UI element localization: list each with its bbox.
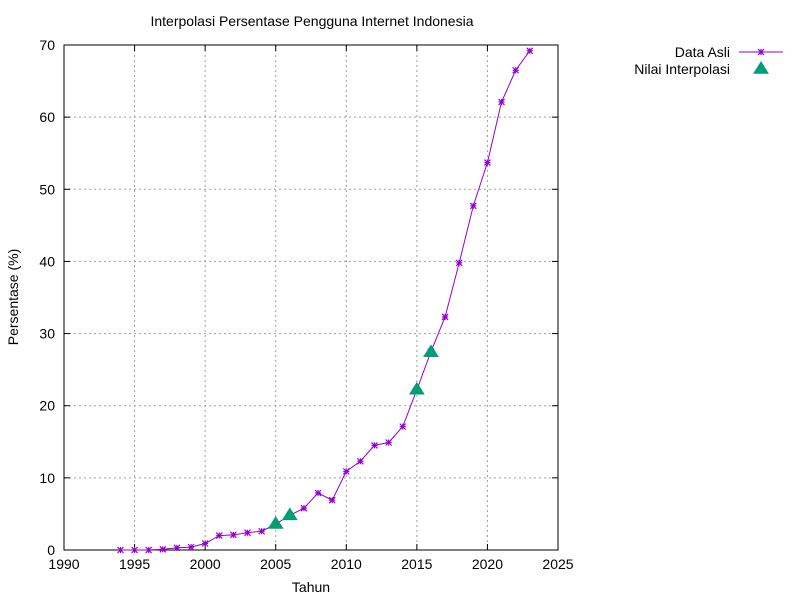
series-layer <box>117 47 534 554</box>
y-tick-label: 50 <box>39 181 55 197</box>
x-tick-label: 2020 <box>472 556 503 572</box>
data-point <box>300 504 308 512</box>
y-tick-label: 60 <box>39 109 55 125</box>
data-point <box>314 489 322 497</box>
legend-label: Nilai Interpolasi <box>634 61 730 77</box>
y-tick-label: 40 <box>39 253 55 269</box>
data-point <box>356 457 364 465</box>
data-point <box>244 529 251 537</box>
legend-marker <box>753 61 769 74</box>
x-tick-label: 1995 <box>119 556 150 572</box>
interpolated-point <box>423 344 439 358</box>
x-axis-title: Tahun <box>292 579 330 595</box>
data-point <box>328 496 336 504</box>
data-point <box>498 98 505 106</box>
interpolated-point <box>281 507 298 521</box>
interpolated-point <box>408 381 425 395</box>
x-tick-label: 2010 <box>331 556 362 572</box>
data-point <box>215 532 223 539</box>
data-point <box>173 544 181 552</box>
data-point <box>145 546 153 554</box>
interpolated-point <box>267 516 284 529</box>
y-tick-label: 0 <box>47 542 55 558</box>
data-point <box>399 423 407 431</box>
x-tick-label: 2005 <box>260 556 291 572</box>
legend-label: Data Asli <box>675 44 730 60</box>
y-tick-label: 70 <box>39 37 55 53</box>
chart-title: Interpolasi Persentase Pengguna Internet… <box>150 13 473 29</box>
data-point <box>131 546 138 554</box>
plot-frame <box>63 44 559 551</box>
y-tick-label: 30 <box>39 326 55 342</box>
data-point <box>512 66 520 74</box>
data-point <box>469 202 477 210</box>
y-tick-label: 10 <box>39 470 55 486</box>
data-point <box>371 441 378 449</box>
data-point <box>526 47 534 55</box>
data-point <box>229 531 237 539</box>
series-line <box>120 50 531 551</box>
data-point <box>117 546 124 554</box>
grid-layer <box>64 45 558 550</box>
x-tick-label: 2015 <box>401 556 432 572</box>
y-tick-label: 20 <box>39 398 55 414</box>
axes-layer: 1990 1995 2000 2005 2010 2015 2020 2025 0 10 20 30 4… <box>39 37 573 572</box>
data-point <box>455 259 463 267</box>
data-point <box>342 467 350 475</box>
data-point <box>187 543 195 551</box>
data-point <box>385 439 393 446</box>
legend-marker <box>757 48 765 56</box>
x-tick-label: 2000 <box>190 556 221 572</box>
data-point <box>201 540 209 547</box>
data-point <box>484 159 491 167</box>
series-1 <box>117 47 534 554</box>
x-tick-label: 2025 <box>542 556 573 572</box>
data-point <box>159 545 167 553</box>
data-point <box>258 527 266 535</box>
y-axis-title: Persentase (%) <box>5 249 21 345</box>
series-2 <box>267 344 439 529</box>
data-point <box>441 313 449 321</box>
x-tick-label: 1990 <box>48 556 79 572</box>
